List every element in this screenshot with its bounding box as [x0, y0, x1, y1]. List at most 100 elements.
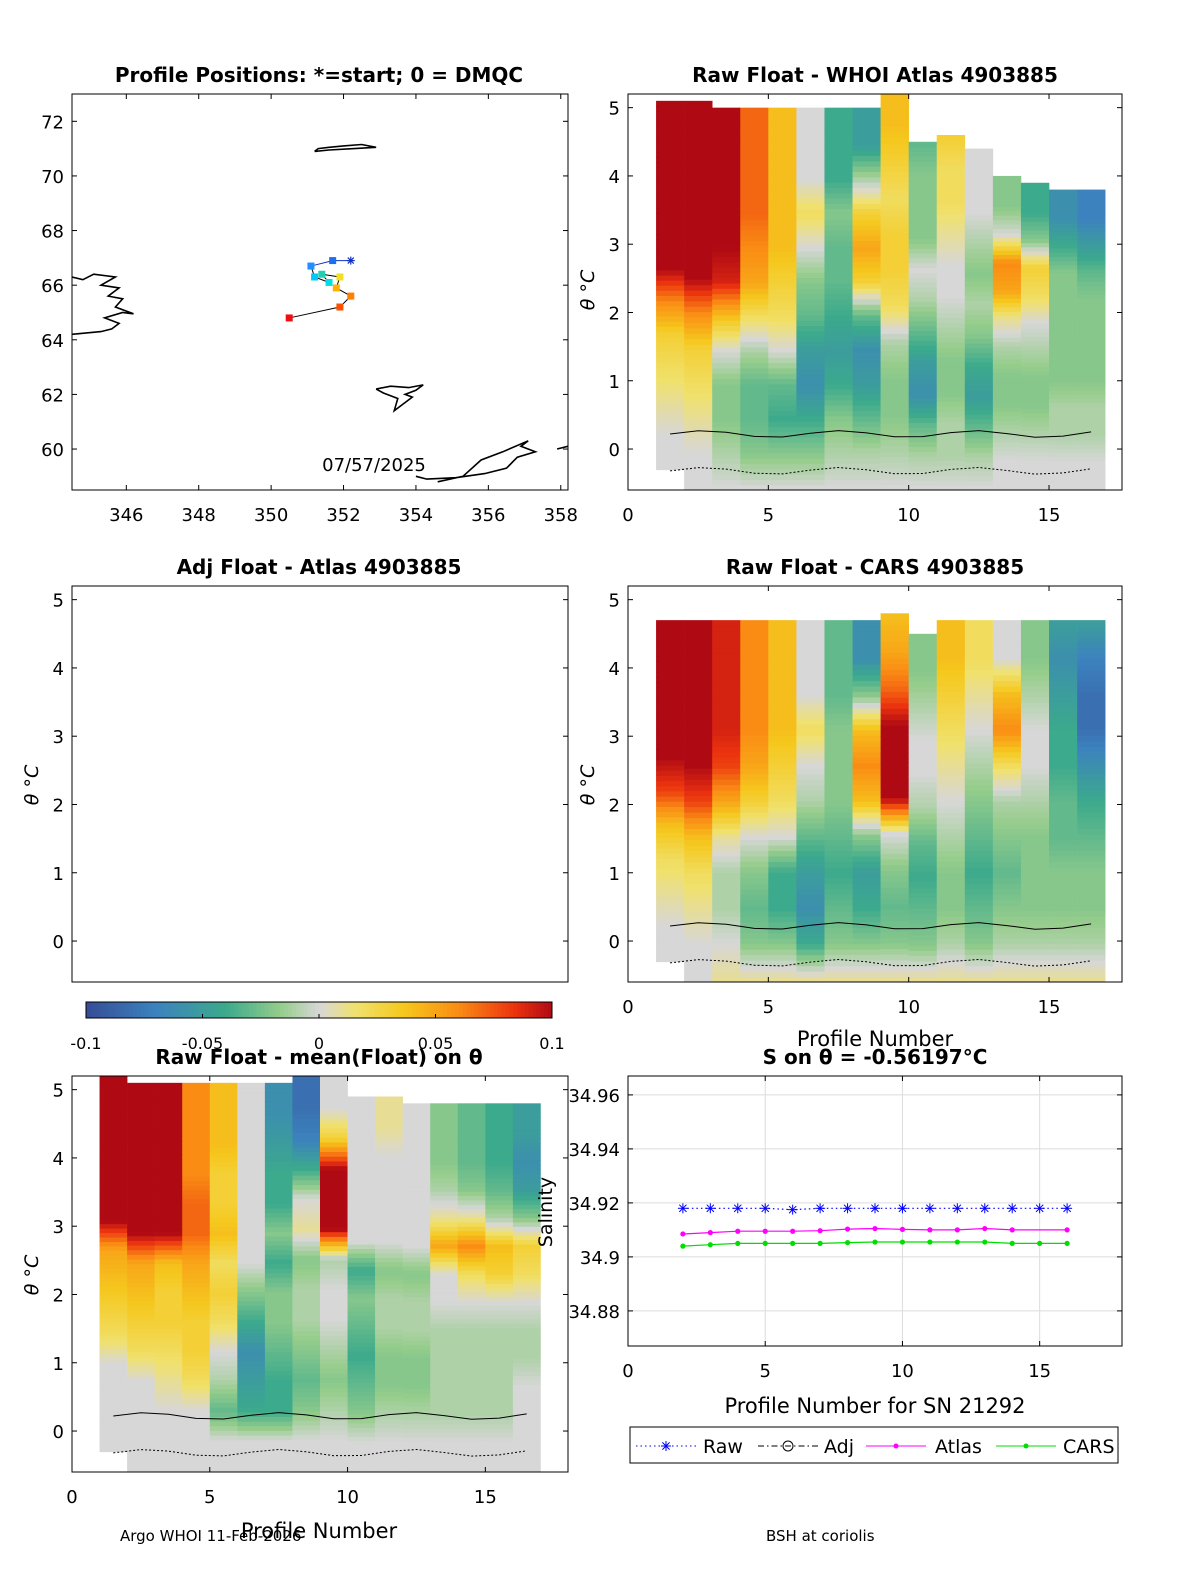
heatmap-cell	[936, 976, 966, 982]
heatmap-cell	[182, 1407, 211, 1413]
heatmap-cell	[936, 268, 966, 274]
heatmap-cell	[1020, 216, 1050, 222]
heatmap-cell	[768, 905, 797, 912]
heatmap-cell	[430, 1278, 459, 1284]
legend-entry-cars: CARS	[996, 1436, 1115, 1458]
heatmap-cell	[512, 1195, 541, 1201]
heatmap-cell	[936, 401, 966, 407]
heatmap-cell	[880, 361, 909, 368]
heatmap-cell	[712, 806, 741, 813]
heatmap-cell	[485, 1366, 514, 1372]
heatmap-cell	[908, 723, 938, 730]
heatmap-cell	[768, 899, 797, 906]
heatmap-cell	[992, 293, 1022, 299]
heatmap-cell	[684, 691, 713, 698]
heatmap-cell	[852, 293, 881, 300]
heatmap-cell	[1077, 310, 1106, 316]
heatmap-cell	[154, 1319, 183, 1325]
heatmap-cell	[402, 1134, 431, 1140]
heatmap-cell	[292, 1302, 321, 1308]
heatmap-cell	[209, 1124, 238, 1130]
heatmap-cell	[768, 192, 797, 199]
heatmap-cell	[512, 1450, 541, 1456]
heatmap-cell	[264, 1207, 293, 1214]
heatmap-cell	[402, 1182, 431, 1188]
heatmap-cell	[936, 713, 966, 720]
colorbar-cell	[276, 1002, 281, 1018]
heatmap-cell	[512, 1344, 541, 1350]
heatmap-cell	[964, 735, 994, 742]
heatmap-cell	[1077, 473, 1106, 479]
heatmap-cell	[936, 768, 966, 775]
heatmap-cell	[457, 1463, 486, 1469]
heatmap-cell	[512, 1300, 541, 1306]
heatmap-cell	[656, 346, 685, 353]
heatmap-cell	[908, 844, 938, 851]
heatmap-cell	[880, 725, 909, 732]
heatmap-cell	[292, 1448, 321, 1454]
heatmap-cell	[1020, 751, 1050, 758]
heatmap-cell	[740, 415, 769, 422]
heatmap-cell	[684, 674, 713, 682]
heatmap-cell	[684, 306, 713, 313]
heatmap-cell	[1077, 620, 1106, 627]
heatmap-cell	[375, 1328, 403, 1335]
heatmap-cell	[712, 426, 741, 433]
heatmap-cell	[1077, 302, 1106, 308]
heatmap-cell	[430, 1432, 459, 1438]
heatmap-cell	[852, 872, 881, 879]
heatmap-cell	[712, 888, 741, 895]
heatmap-cell	[1077, 352, 1106, 358]
heatmap-cell	[99, 1388, 128, 1395]
heatmap-cell	[796, 415, 825, 422]
heatmap-cell	[237, 1180, 266, 1186]
heatmap-cell	[796, 718, 825, 725]
heatmap-cell	[402, 1186, 431, 1192]
heatmap-cell	[1049, 318, 1078, 324]
heatmap-cell	[880, 389, 909, 396]
heatmap-cell	[656, 723, 685, 730]
heatmap-cell	[182, 1314, 211, 1320]
heatmap-cell	[936, 420, 966, 427]
heatmap-cell	[936, 664, 966, 671]
heatmap-cell	[264, 1138, 293, 1144]
heatmap-cell	[796, 823, 825, 830]
raw_mean-ytick-label: 1	[53, 1354, 64, 1375]
heatmap-cell	[457, 1384, 486, 1390]
heatmap-cell	[209, 1421, 238, 1427]
heatmap-cell	[740, 943, 769, 950]
heatmap-cell	[992, 812, 1022, 819]
heatmap-cell	[485, 1340, 514, 1346]
heatmap-cell	[684, 479, 713, 486]
colorbar-cell	[295, 1002, 300, 1018]
colorbar-cell	[416, 1002, 421, 1018]
heatmap-cell	[209, 1194, 238, 1200]
heatmap-cell	[347, 1427, 376, 1433]
heatmap-cell	[485, 1177, 514, 1183]
heatmap-cell	[347, 1244, 376, 1250]
heatmap-cell	[992, 197, 1022, 203]
heatmap-cell	[99, 1174, 128, 1180]
heatmap-cell	[992, 713, 1022, 720]
data-point	[982, 1225, 988, 1232]
heatmap-cell	[964, 338, 994, 344]
heatmap-cell	[852, 773, 881, 780]
heatmap-cell	[237, 1425, 266, 1431]
heatmap-cell	[485, 1344, 514, 1350]
heatmap-cell	[964, 452, 994, 458]
heatmap-cell	[852, 823, 881, 830]
heatmap-cell	[852, 806, 881, 813]
heatmap-cell	[237, 1133, 266, 1140]
heatmap-cell	[656, 868, 685, 875]
colorbar-cell	[284, 1002, 289, 1018]
heatmap-cell	[1020, 212, 1050, 218]
heatmap-cell	[908, 296, 938, 302]
heatmap-cell	[154, 1133, 183, 1140]
heatmap-cell	[852, 976, 881, 982]
heatmap-cell	[684, 855, 713, 862]
heatmap-cell	[908, 813, 938, 820]
heatmap-cell	[127, 1356, 155, 1362]
heatmap-cell	[852, 658, 881, 665]
heatmap-cell	[182, 1453, 211, 1459]
heatmap-cell	[375, 1279, 403, 1285]
